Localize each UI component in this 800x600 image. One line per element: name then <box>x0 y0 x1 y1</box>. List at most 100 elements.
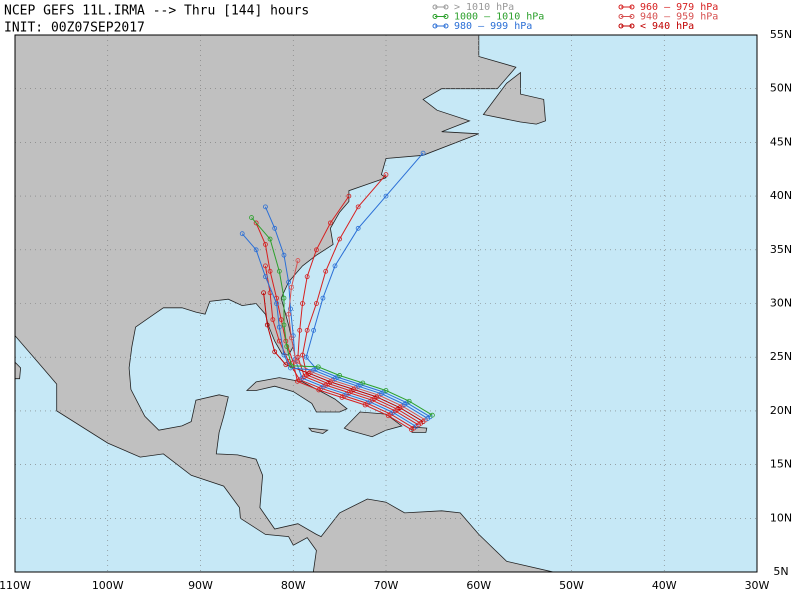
track-point <box>355 204 361 210</box>
lon-label: 50W <box>559 579 584 592</box>
lat-label: 45N <box>770 135 792 148</box>
track-point <box>327 220 333 226</box>
lon-label: 70W <box>374 579 399 592</box>
track-point <box>253 247 259 253</box>
lat-label: 5N <box>773 565 788 578</box>
lon-label: 80W <box>281 579 306 592</box>
legend-symbol <box>629 14 635 19</box>
track-point <box>249 215 254 220</box>
init-time: INIT: 00Z07SEP2017 <box>4 21 145 36</box>
track-point <box>383 388 389 393</box>
track-point <box>281 295 287 301</box>
track-point <box>311 327 317 333</box>
track-point <box>297 327 303 333</box>
lon-label: 30W <box>745 579 770 592</box>
track-point <box>332 263 338 269</box>
legend-label: 980 – 999 hPa <box>454 21 532 32</box>
track-point <box>303 354 309 360</box>
track-point <box>315 364 321 370</box>
track-point <box>276 268 282 274</box>
track-point <box>420 150 426 156</box>
lon-label: 40W <box>652 579 677 592</box>
track-point <box>281 352 287 358</box>
legend-symbol <box>629 4 635 10</box>
track-point <box>278 317 284 323</box>
lon-label: 60W <box>466 579 491 592</box>
lat-label: 25N <box>770 350 792 363</box>
track-point <box>314 301 319 306</box>
track-point <box>337 236 343 242</box>
legend-label: 1000 – 1010 hPa <box>454 12 544 23</box>
lat-label: 15N <box>770 458 792 471</box>
track-point <box>272 349 278 355</box>
track-point <box>304 274 310 280</box>
track-point <box>263 263 268 269</box>
track-point <box>281 252 287 258</box>
lon-label: 90W <box>188 579 213 592</box>
lat-label: 30N <box>770 297 792 310</box>
track-point <box>360 380 366 386</box>
cuba <box>245 377 348 413</box>
legend-label: > 1010 hPa <box>454 2 514 13</box>
track-point <box>286 311 292 317</box>
storm-track <box>305 152 431 418</box>
legend-label: < 940 hPa <box>640 21 694 32</box>
legend-symbol <box>618 4 624 10</box>
legend-symbol <box>629 23 635 29</box>
track-point <box>284 344 290 349</box>
storm-track <box>297 195 419 426</box>
north-america <box>15 35 554 572</box>
lat-label: 20N <box>770 404 792 417</box>
track-point <box>283 362 289 368</box>
track-point <box>261 290 266 296</box>
title: NCEP GEFS 11L.IRMA --> Thru [144] hours <box>4 4 309 19</box>
hispaniola <box>343 411 403 438</box>
track-point <box>383 172 389 178</box>
legend-symbol <box>443 23 449 29</box>
newfoundland <box>482 71 546 125</box>
track-point <box>253 220 259 226</box>
track-point <box>288 284 294 290</box>
tick-labels: 55N 50N 45N 40N 35N 30N 25N 20N 15N 10N 5N 110W 100W… <box>0 28 792 592</box>
lon-label: 100W <box>92 579 124 592</box>
legend-symbol <box>432 14 438 19</box>
legend-symbol <box>432 4 438 10</box>
lat-label: 55N <box>770 28 792 41</box>
storm-track <box>301 174 422 424</box>
track-point <box>288 306 293 312</box>
baja <box>15 361 22 380</box>
lat-label: 10N <box>770 511 792 524</box>
track-point <box>300 352 305 358</box>
track-point <box>383 193 389 199</box>
track-point <box>406 398 412 404</box>
track-point <box>295 354 301 360</box>
track-point <box>286 279 292 285</box>
track-point <box>281 322 287 328</box>
legend-symbol <box>443 14 449 19</box>
track-point <box>267 268 273 274</box>
storm-track <box>255 222 412 431</box>
lat-label: 35N <box>770 243 792 256</box>
track-point <box>276 324 282 330</box>
track-point <box>337 373 343 378</box>
track-point <box>346 193 352 199</box>
track-point <box>263 242 268 247</box>
track-point <box>239 231 245 237</box>
track-point <box>263 204 268 210</box>
track-point <box>288 335 294 341</box>
legend-symbol <box>432 23 438 29</box>
legend-symbol <box>443 4 449 10</box>
track-point <box>320 295 326 301</box>
track-point <box>272 225 278 231</box>
track-point <box>270 317 276 323</box>
storm-track <box>263 292 424 423</box>
storm-track <box>251 217 433 416</box>
track-point <box>274 301 279 306</box>
track-point <box>429 412 435 418</box>
storm-track <box>264 265 415 429</box>
track-point <box>304 327 310 333</box>
map-frame <box>14 34 758 573</box>
jamaica <box>308 427 329 434</box>
